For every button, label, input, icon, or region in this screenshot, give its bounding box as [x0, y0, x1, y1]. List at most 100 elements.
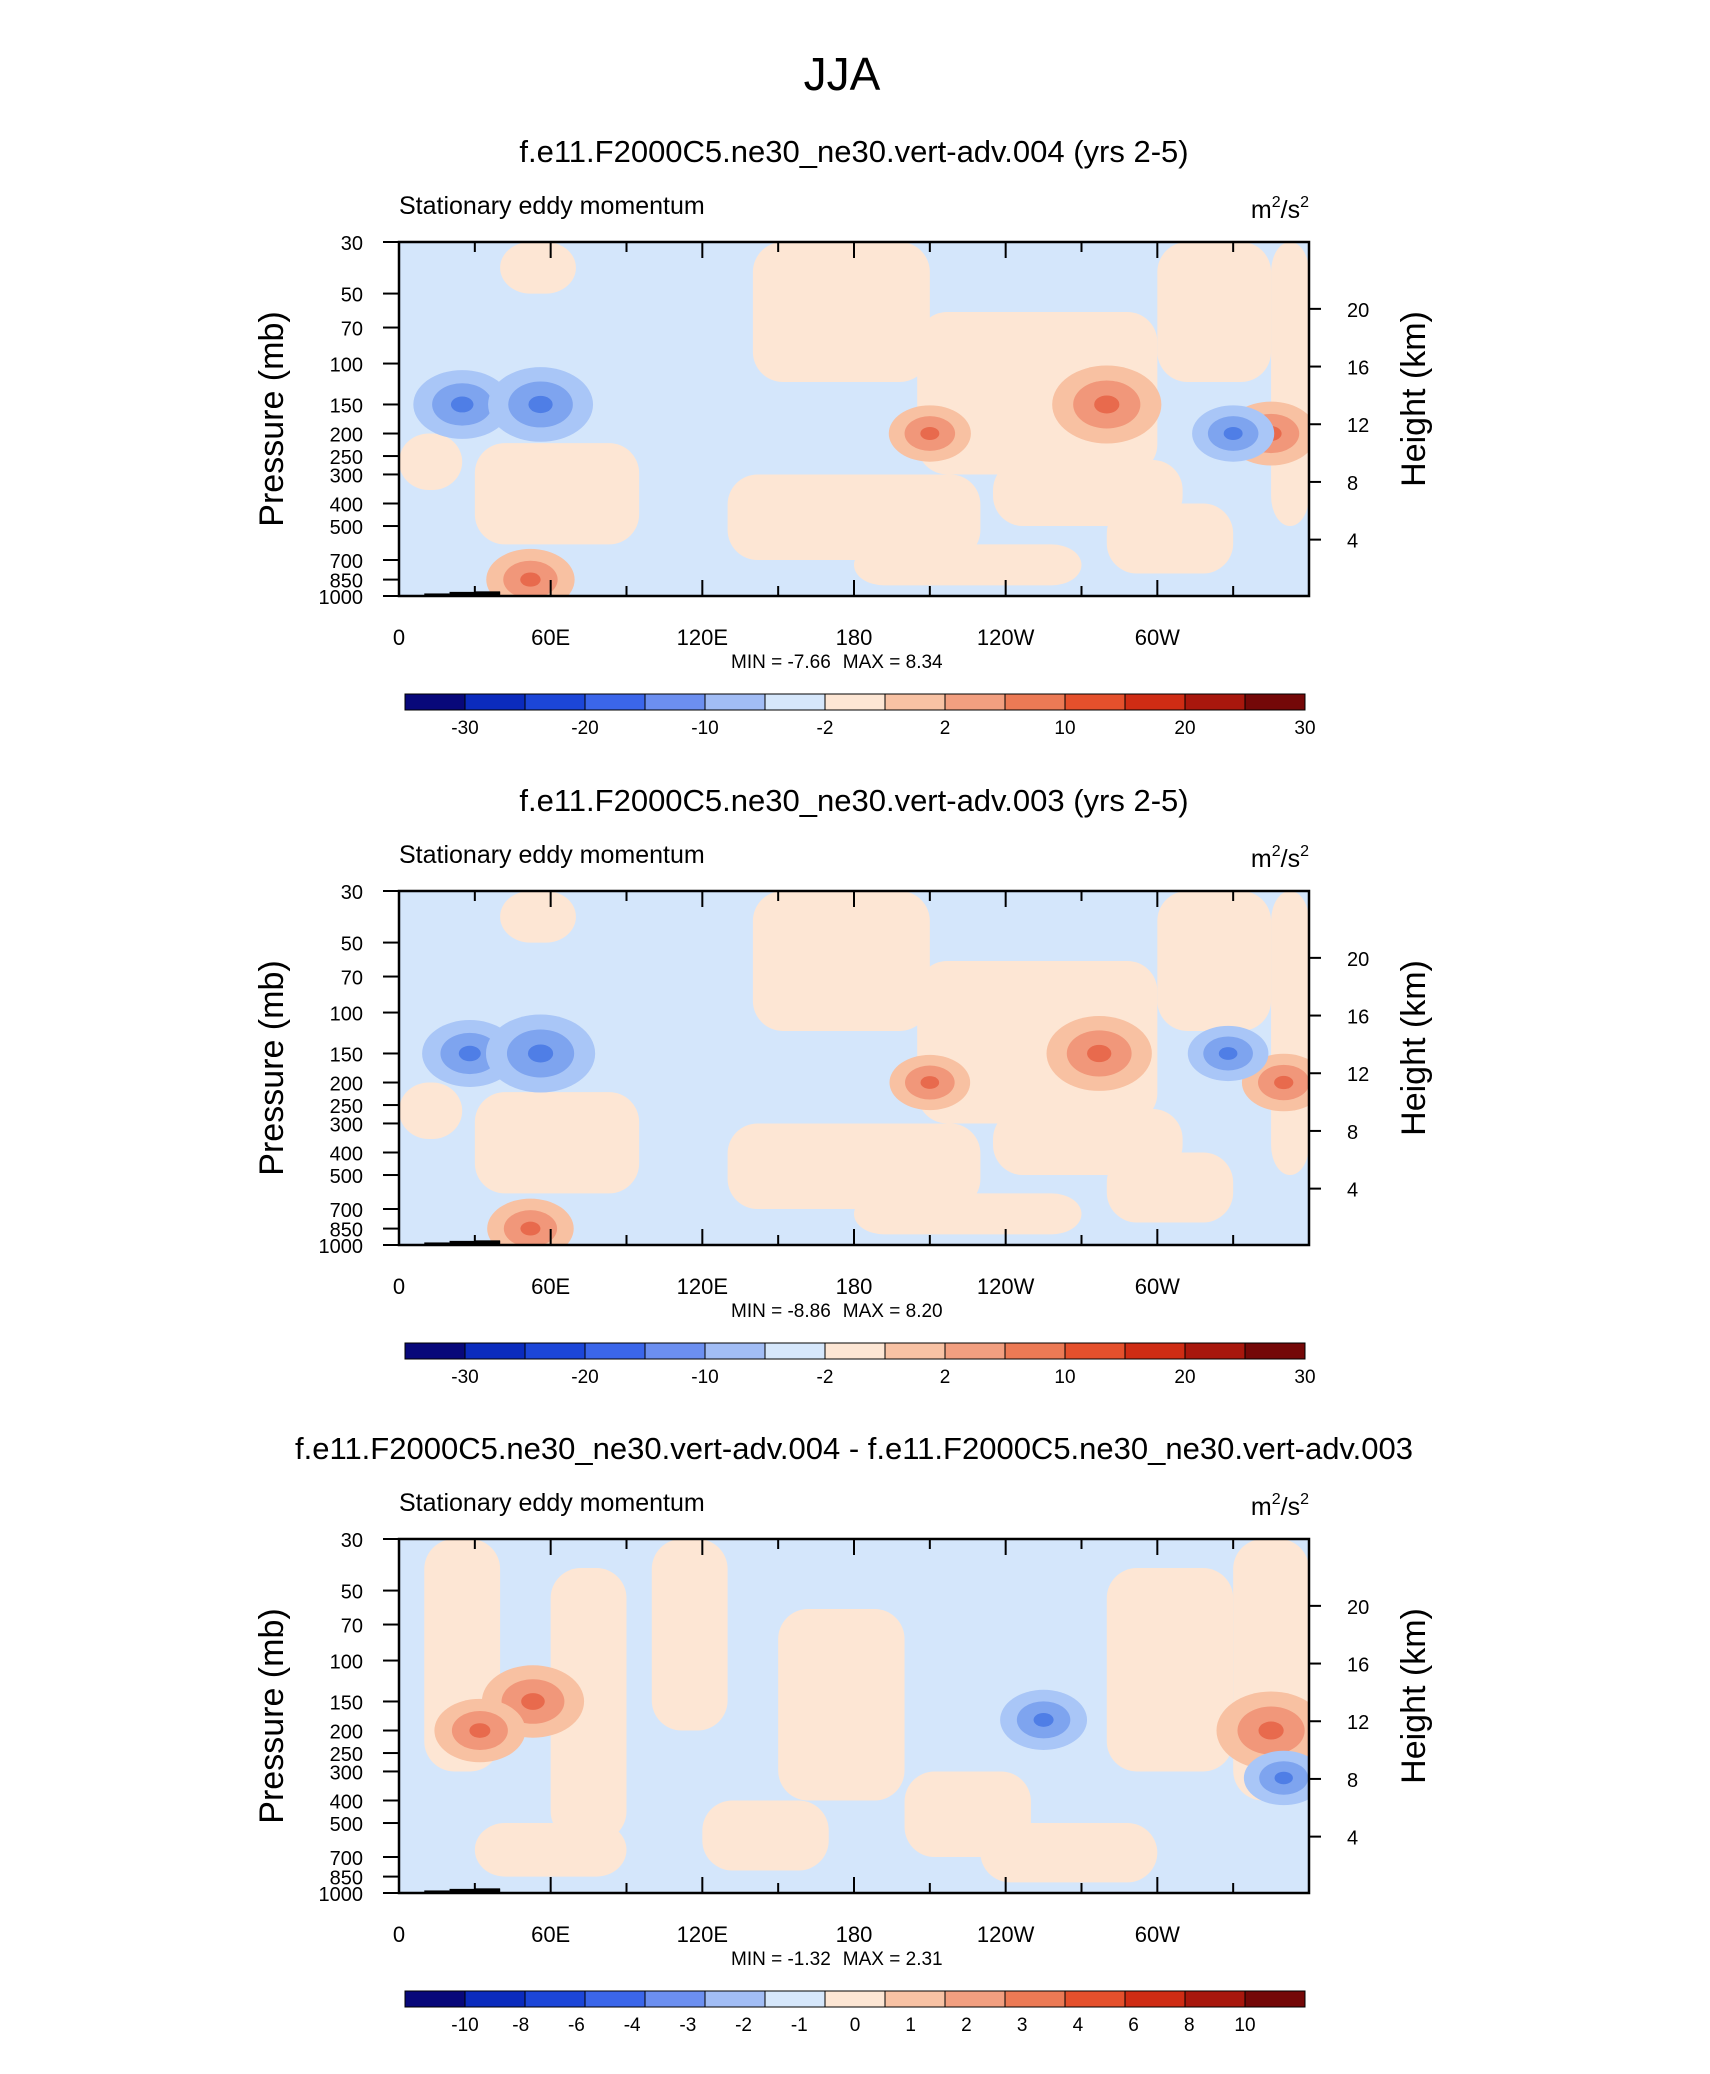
height-tick-label: 12	[1347, 1712, 1369, 1734]
contour-field	[399, 891, 1309, 1245]
colorbar-swatch	[644, 1990, 706, 2008]
y-axis-label-right: Height (km)	[1395, 311, 1433, 487]
positive-region	[399, 1082, 463, 1140]
units-exp: 2	[1272, 843, 1281, 860]
y-tick-label: 100	[330, 355, 363, 377]
colorbar-swatch	[1184, 1342, 1246, 1360]
positive-region	[752, 242, 930, 382]
colorbar-swatch	[1064, 693, 1126, 711]
y-tick-label: 200	[330, 1074, 363, 1096]
colorbar-swatch	[584, 693, 646, 711]
min-max-readout: MIN = -7.66 MAX = 8.34	[731, 652, 943, 673]
units-sep: /s	[1281, 1493, 1300, 1521]
colorbar-swatch	[404, 1990, 466, 2008]
contour-field	[399, 242, 1309, 596]
positive-region	[702, 1800, 829, 1871]
colorbar-label: -8	[512, 2015, 529, 2036]
y-tick-label: 250	[330, 1096, 363, 1118]
y-tick-label: 400	[330, 1143, 363, 1165]
colorbar-label: -10	[691, 718, 718, 739]
colorbar: -30 -20 -10 -2 2 10 20 30	[404, 693, 1316, 739]
height-tick-label: 12	[1347, 1064, 1369, 1086]
positive-core-inner	[920, 427, 940, 441]
units-label: m2/s2	[1251, 1491, 1309, 1521]
positive-core-inner	[521, 1693, 545, 1710]
colorbar-swatch	[824, 1342, 886, 1360]
min-value: -1.32	[787, 1949, 830, 1970]
y-tick-label: 30	[341, 1530, 363, 1552]
y-tick-label: 30	[341, 233, 363, 255]
y-tick-label: 300	[330, 1114, 363, 1136]
colorbar-label: 20	[1174, 1367, 1195, 1388]
units-label: m2/s2	[1251, 194, 1309, 224]
positive-core-inner	[920, 1076, 940, 1089]
positive-region	[1106, 1152, 1234, 1223]
colorbar-swatch	[944, 1990, 1006, 2008]
positive-core-inner	[1258, 1721, 1284, 1740]
negative-core-inner	[527, 1044, 554, 1063]
colorbar-swatch	[884, 1342, 946, 1360]
y-axis-label-right: Height (km)	[1395, 1608, 1433, 1784]
colorbar-swatch	[884, 693, 946, 711]
x-tick-label: 60W	[1135, 625, 1180, 650]
chart-panel-2: f.e11.F2000C5.ne30_ne30.vert-adv.003 (yr…	[253, 783, 1433, 1388]
units-sep: /s	[1281, 845, 1300, 873]
y-tick-label: 1000	[319, 1236, 364, 1258]
x-tick-label: 120E	[677, 1274, 728, 1299]
positive-core-inner	[469, 1723, 491, 1738]
positive-region	[1271, 891, 1309, 1176]
y-tick-label: 850	[330, 571, 363, 593]
positive-region	[500, 891, 576, 943]
y-tick-label: 300	[330, 465, 363, 487]
colorbar-label: 0	[850, 2015, 861, 2036]
positive-core-inner	[1274, 1075, 1294, 1090]
colorbar-swatch	[884, 1990, 946, 2008]
colorbar-swatch	[1004, 693, 1066, 711]
y-tick-label: 50	[341, 1582, 363, 1604]
positive-core-inner	[520, 1221, 541, 1236]
y-tick-label: 700	[330, 551, 363, 573]
colorbar-label: 10	[1054, 718, 1075, 739]
units-sep: /s	[1281, 196, 1300, 224]
positive-region	[474, 443, 640, 545]
colorbar-swatch	[584, 1342, 646, 1360]
y-axis-label: Pressure (mb)	[253, 311, 291, 526]
chart-panel-3: f.e11.F2000C5.ne30_ne30.vert-adv.004 - f…	[253, 1431, 1433, 2036]
colorbar-label: -20	[571, 718, 598, 739]
colorbar-label: 30	[1294, 718, 1315, 739]
colorbar-swatch	[524, 1990, 586, 2008]
y-tick-label: 150	[330, 1044, 363, 1066]
positive-region	[727, 1123, 981, 1209]
height-tick-label: 20	[1347, 1597, 1369, 1619]
colorbar-swatch	[1184, 1990, 1246, 2008]
y-tick-label: 850	[330, 1868, 363, 1890]
y-axis-label: Pressure (mb)	[253, 1608, 291, 1823]
x-tick-label: 60E	[531, 625, 570, 650]
colorbar-swatch	[824, 1990, 886, 2008]
positive-region	[752, 891, 930, 1031]
colorbar-label: 20	[1174, 718, 1195, 739]
colorbar-swatch	[1244, 1990, 1306, 2008]
colorbar-swatch	[1244, 1342, 1306, 1360]
colorbar-swatch	[584, 1990, 646, 2008]
min-value: -8.86	[787, 1301, 830, 1322]
topography	[424, 1242, 450, 1245]
height-tick-label: 8	[1347, 1122, 1358, 1144]
min-value: -7.66	[787, 652, 830, 673]
colorbar-label: 4	[1073, 2015, 1084, 2036]
y-tick-label: 50	[341, 934, 363, 956]
y-tick-label: 700	[330, 1848, 363, 1870]
colorbar-label: 1	[905, 2015, 916, 2036]
panel-title: f.e11.F2000C5.ne30_ne30.vert-adv.004 - f…	[295, 1431, 1413, 1466]
units-label: m2/s2	[1251, 843, 1309, 873]
max-label: MAX =	[843, 1301, 906, 1322]
colorbar-label: -3	[679, 2015, 696, 2036]
negative-core-inner	[1223, 427, 1243, 441]
min-label: MIN =	[731, 1301, 787, 1322]
colorbar-swatch	[764, 1342, 826, 1360]
colorbar-label: 2	[940, 718, 951, 739]
y-tick-label: 100	[330, 1004, 363, 1026]
x-tick-label: 60E	[531, 1922, 570, 1947]
colorbar-swatch	[824, 693, 886, 711]
